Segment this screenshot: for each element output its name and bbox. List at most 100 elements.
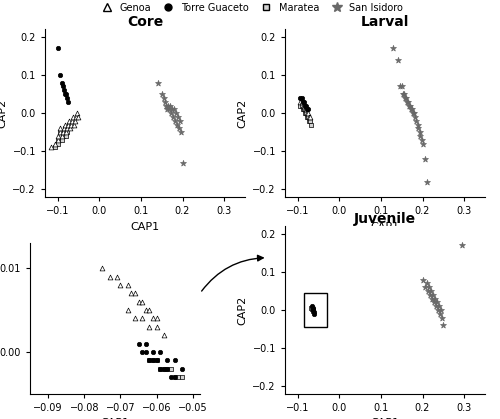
Point [396, 83, 404, 90]
Point [162, 102, 170, 109]
Point [308, 306, 316, 313]
Point [68, 117, 76, 124]
Point [134, 298, 142, 305]
Point [64, 98, 72, 105]
Point [73, 110, 81, 116]
Point [52, 140, 60, 147]
Point [170, 374, 178, 380]
Point [174, 374, 182, 380]
Point [124, 307, 132, 313]
Point [161, 98, 169, 105]
Point [138, 315, 146, 322]
Point [306, 117, 314, 124]
Point [304, 106, 312, 113]
Point [416, 133, 424, 140]
Point [174, 114, 182, 120]
Point [298, 102, 306, 109]
Point [171, 117, 179, 124]
Point [410, 110, 418, 116]
Point [418, 140, 426, 147]
Point [306, 114, 314, 120]
Point [298, 98, 306, 105]
Point [177, 129, 185, 135]
Point [296, 98, 304, 105]
Point [178, 159, 186, 166]
Point [173, 121, 181, 128]
Point [66, 125, 74, 132]
Point [47, 144, 56, 151]
Point [308, 303, 316, 310]
Point [433, 299, 441, 306]
Point [134, 340, 142, 347]
Point [162, 106, 170, 113]
Point [414, 121, 422, 128]
Point [74, 114, 82, 120]
Point [296, 95, 304, 101]
Point [146, 323, 154, 330]
Point [67, 121, 75, 128]
Point [54, 45, 62, 52]
Point [420, 284, 428, 290]
Point [65, 121, 73, 128]
Point [156, 365, 164, 372]
Point [427, 288, 435, 295]
Point [431, 295, 439, 302]
Point [160, 332, 168, 339]
Point [310, 309, 318, 316]
Point [414, 125, 422, 132]
Point [160, 365, 168, 372]
Point [302, 110, 310, 116]
Point [169, 114, 177, 120]
Point [400, 91, 408, 98]
Point [72, 114, 80, 120]
Point [176, 117, 184, 124]
Point [60, 129, 68, 135]
Point [56, 129, 64, 135]
Point [298, 102, 306, 109]
Point [296, 102, 304, 109]
Point [158, 91, 166, 98]
Point [164, 102, 172, 109]
Point [138, 349, 146, 355]
Point [65, 117, 73, 124]
Point [422, 178, 430, 185]
Point [302, 106, 310, 113]
Point [418, 276, 426, 283]
Point [422, 280, 430, 287]
Point [178, 374, 186, 380]
Point [152, 323, 160, 330]
Point [408, 106, 416, 113]
Point [56, 129, 64, 135]
Point [71, 117, 79, 124]
Point [160, 365, 168, 372]
Point [410, 110, 418, 116]
Point [424, 288, 432, 295]
Point [304, 114, 312, 120]
Point [58, 133, 66, 140]
Point [154, 79, 162, 86]
Point [54, 137, 62, 143]
Point [58, 83, 66, 90]
Point [405, 102, 413, 109]
Point [60, 91, 68, 98]
Point [302, 114, 310, 120]
Point [406, 102, 414, 109]
Point [62, 129, 70, 135]
Point [428, 295, 436, 302]
Bar [304, 293, 326, 327]
Point [142, 340, 150, 347]
Point [401, 95, 409, 101]
Point [60, 121, 68, 128]
Point [438, 314, 446, 321]
Point [394, 57, 402, 63]
Point [62, 125, 70, 132]
Point [58, 129, 66, 135]
Point [64, 125, 72, 132]
Point [142, 349, 150, 355]
Point [60, 87, 68, 93]
Point [58, 79, 66, 86]
Point [429, 292, 437, 298]
Point [404, 98, 412, 105]
Title: Larval: Larval [361, 16, 409, 29]
Point [305, 114, 313, 120]
